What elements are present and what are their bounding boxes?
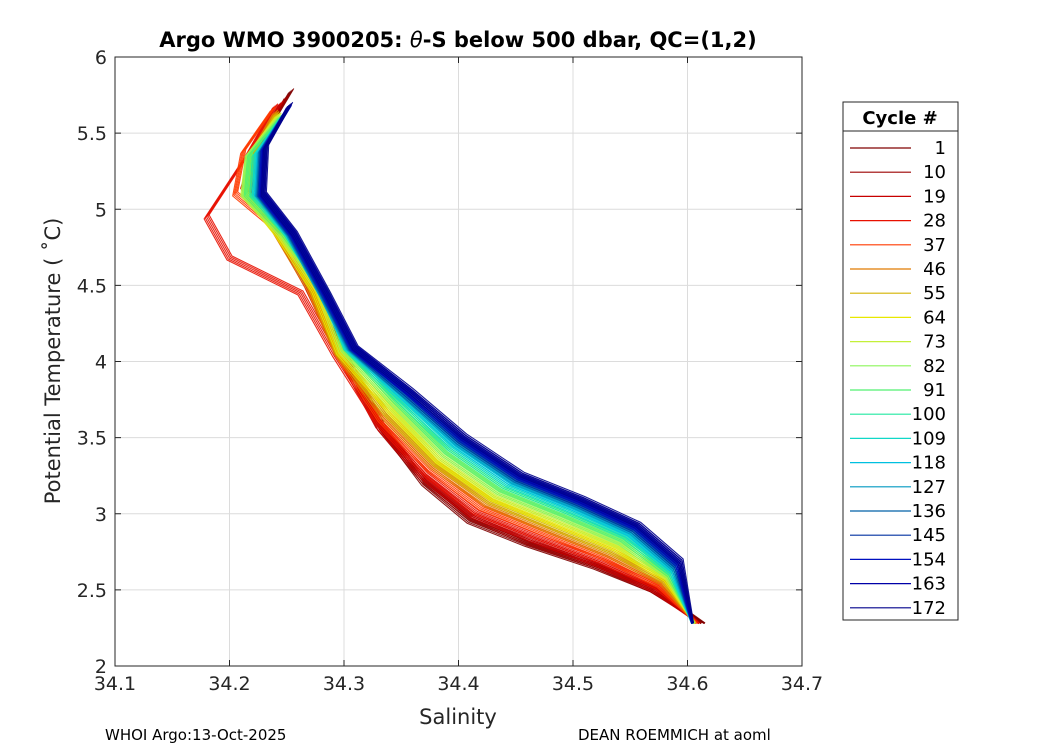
grid-lines: [115, 57, 802, 666]
y-tick-label: 3.5: [77, 428, 107, 450]
series-line-cycle-28: [204, 106, 700, 624]
x-tick-label: 34.6: [666, 673, 708, 695]
legend-label: 55: [923, 283, 946, 304]
series-line-cycle-163: [259, 107, 693, 624]
y-axis-label: Potential Temperature ( ˚C): [41, 218, 65, 505]
y-tick-label: 3: [95, 504, 107, 526]
series-line-cycle-73: [240, 116, 695, 624]
x-tick-labels: 34.1 34.2 34.3 34.4 34.5 34.6 34.7: [94, 673, 823, 695]
legend-entries: 1 10 19 28 37 46 55 64 73 82 91 100 109 118 127 136 145 1…: [850, 138, 946, 619]
series-line-cycle-109: [251, 116, 693, 624]
series-line-cycle-37: [234, 108, 698, 624]
legend-label: 10: [923, 162, 946, 183]
legend-label: 100: [912, 404, 946, 425]
series-line-cycle-100: [249, 118, 694, 624]
legend-label: 19: [923, 186, 946, 207]
series-line-cycle-109: [252, 115, 693, 624]
series-lines: [203, 88, 706, 625]
series-line-cycle-127: [255, 113, 693, 624]
series-line-cycle-118: [253, 114, 693, 624]
y-tick-label: 5.5: [77, 123, 107, 145]
series-line-cycle-37: [233, 109, 697, 624]
legend-label: 37: [923, 235, 946, 256]
legend-label: 172: [912, 598, 946, 619]
series-line-cycle-154: [258, 109, 693, 624]
series-line-cycle-91: [246, 116, 694, 624]
series-line-cycle-172: [260, 105, 694, 624]
x-tick-label: 34.3: [323, 673, 365, 695]
series-line-cycle-37: [232, 110, 697, 625]
legend-label: 73: [923, 332, 946, 353]
chart-title: Argo WMO 3900205: θ-S below 500 dbar, QC…: [159, 28, 756, 52]
series-line-cycle-100: [250, 117, 694, 624]
y-tick-label: 5: [95, 199, 107, 221]
legend-label: 163: [912, 574, 946, 595]
series-line-cycle-172: [265, 101, 695, 624]
y-tick-labels: 2 2.5 3 3.5 4 4.5 5 5.5 6: [77, 47, 107, 678]
legend-label: 82: [923, 356, 946, 377]
axis-ticks: [114, 56, 803, 667]
legend-label: 127: [912, 477, 946, 498]
series-line-cycle-172: [263, 103, 694, 624]
series-line-cycle-145: [257, 110, 693, 624]
legend-box: [842, 101, 959, 621]
series-line-cycle-19: [240, 104, 699, 625]
x-tick-label: 34.5: [552, 673, 594, 695]
legend-label: 109: [912, 428, 946, 449]
series-line-cycle-91: [244, 117, 694, 624]
legend-label: 145: [912, 525, 946, 546]
y-tick-label: 6: [95, 47, 107, 69]
series-line-cycle-172: [262, 104, 694, 624]
x-tick-label: 34.1: [94, 673, 136, 695]
y-tick-label: 2.5: [77, 580, 107, 602]
legend: Cycle # 1 10 19 28 37 46 55 64 73 82 91 100 109 118 12…: [842, 101, 959, 621]
y-tick-label: 4.5: [77, 275, 107, 297]
series-line-cycle-91: [243, 118, 694, 624]
legend-label: 1: [935, 138, 946, 159]
y-tick-label: 4: [95, 352, 107, 374]
legend-title: Cycle #: [862, 108, 937, 129]
series-line-cycle-28: [203, 107, 699, 625]
y-tick-label: 2: [95, 656, 107, 678]
legend-label: 64: [923, 307, 946, 328]
x-tick-label: 34.7: [781, 673, 823, 695]
legend-label: 154: [912, 549, 946, 570]
legend-label: 46: [923, 259, 946, 280]
legend-label: 28: [923, 211, 946, 232]
legend-label: 136: [912, 501, 946, 522]
footer-left: WHOI Argo:13-Oct-2025: [105, 726, 286, 744]
series-line-cycle-82: [242, 117, 695, 624]
series-line-cycle-136: [256, 112, 693, 624]
x-tick-label: 34.4: [437, 673, 479, 695]
series-line-cycle-28: [206, 105, 700, 624]
legend-label: 118: [912, 453, 946, 474]
footer-right: DEAN ROEMMICH at aoml: [578, 726, 771, 744]
series-line-cycle-82: [243, 116, 695, 624]
x-axis-label: Salinity: [419, 705, 497, 729]
series-line-cycle-82: [241, 118, 695, 624]
legend-label: 91: [923, 380, 946, 401]
series-line-cycle-172: [264, 102, 694, 624]
x-tick-label: 34.2: [208, 673, 250, 695]
